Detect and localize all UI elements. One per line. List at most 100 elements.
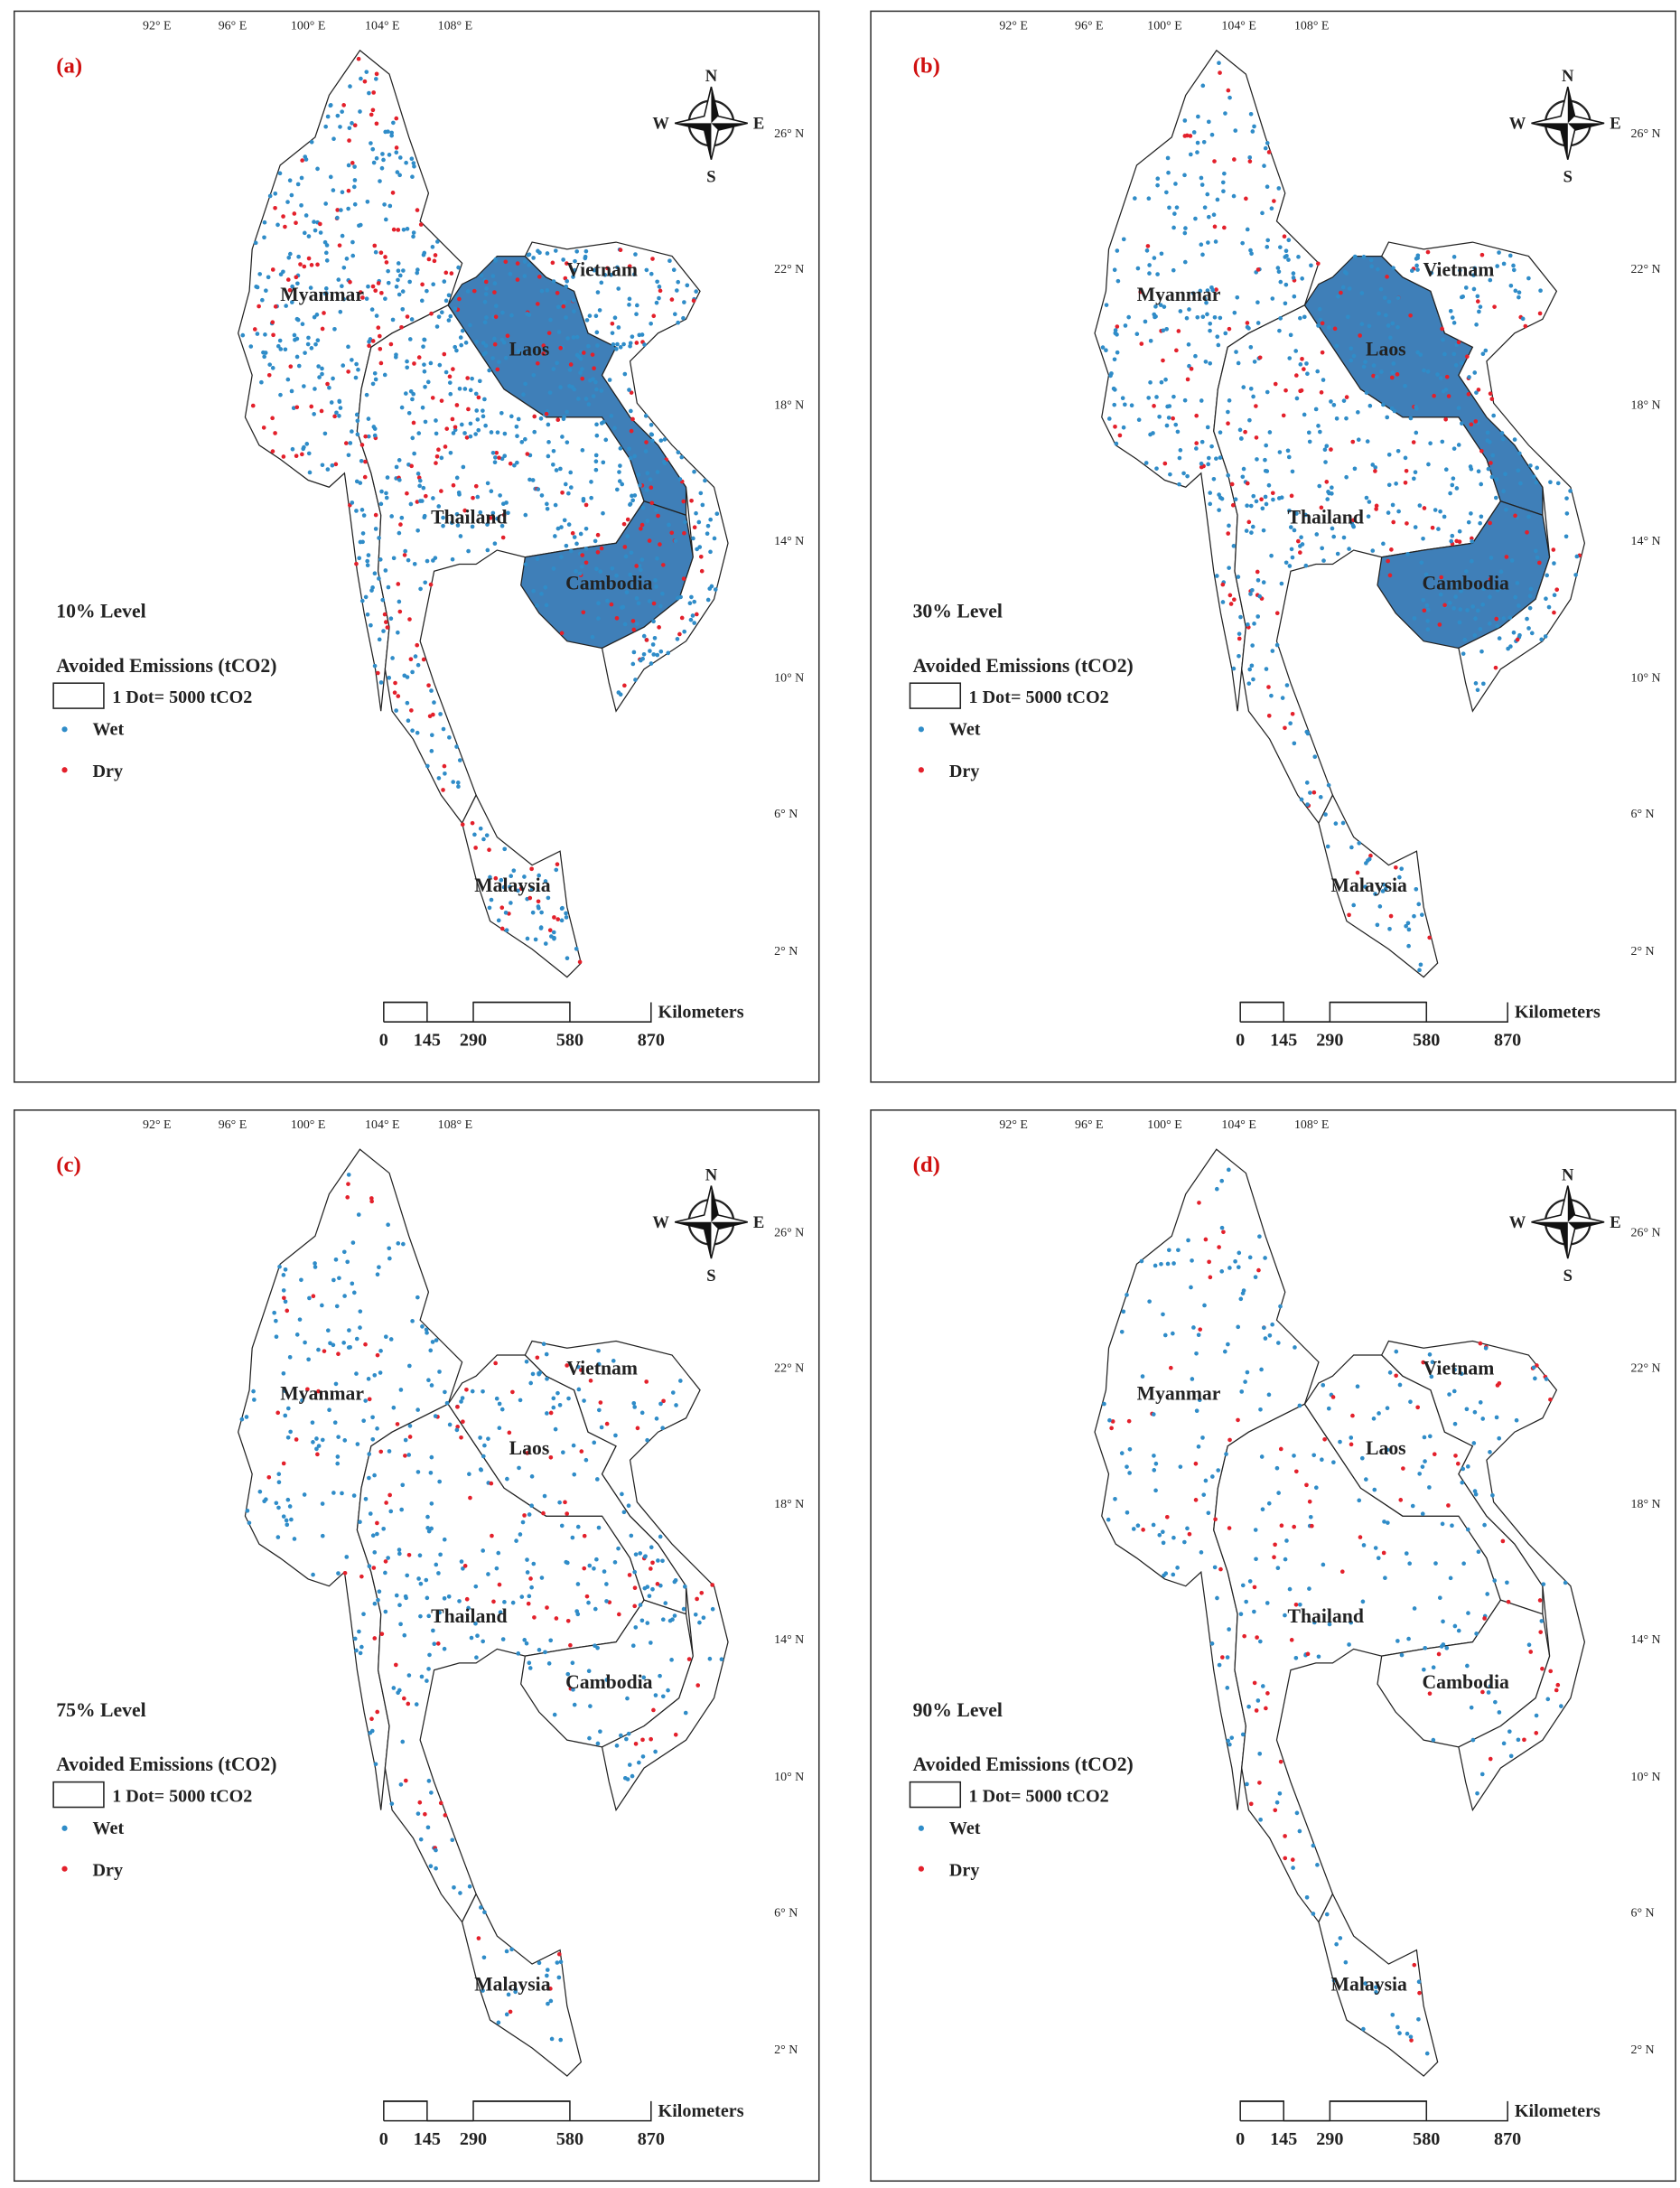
emission-dot <box>1272 1555 1276 1560</box>
emission-dot <box>1417 968 1422 973</box>
emission-dot <box>380 152 385 156</box>
emission-dot <box>1368 257 1374 263</box>
emission-dot <box>425 1514 430 1519</box>
emission-dot <box>341 265 347 270</box>
emission-dot <box>1316 261 1321 266</box>
emission-dot <box>1377 311 1381 316</box>
emission-dot <box>1447 601 1452 605</box>
emission-dot <box>1455 1461 1461 1466</box>
emission-dot <box>361 1612 366 1616</box>
emission-dot <box>266 275 271 280</box>
emission-dot <box>365 563 370 568</box>
emission-dot <box>1139 1258 1144 1264</box>
emission-dot <box>441 788 445 792</box>
emission-dot <box>656 1558 660 1563</box>
emission-dot <box>473 1584 479 1589</box>
emission-dot <box>579 1368 583 1372</box>
emission-dot <box>1335 551 1340 556</box>
emission-dot <box>569 485 574 490</box>
scale-label: 0 <box>1236 1031 1245 1051</box>
emission-dot <box>394 145 399 150</box>
emission-dot <box>417 483 422 489</box>
emission-dot <box>618 463 622 468</box>
emission-dot <box>1363 1981 1368 1986</box>
emission-dot <box>287 1504 293 1509</box>
emission-dot <box>1456 406 1461 411</box>
emission-dot <box>1504 507 1508 512</box>
emission-dot <box>1188 134 1193 138</box>
emission-dot <box>1440 1521 1445 1527</box>
emission-dot <box>1368 853 1373 858</box>
latitude-label: 2° N <box>774 945 798 958</box>
emission-dot <box>441 515 445 520</box>
emission-dot <box>1148 338 1153 343</box>
emission-dot <box>1299 797 1304 802</box>
emission-dot <box>365 558 370 564</box>
emission-dot <box>1110 1419 1115 1424</box>
emission-dot <box>325 467 331 472</box>
emission-dot <box>425 1595 430 1601</box>
emission-dot <box>448 450 453 455</box>
emission-dot <box>640 1737 645 1743</box>
emission-dot <box>451 482 456 488</box>
emission-dot <box>1395 2024 1400 2030</box>
emission-dot <box>386 280 391 285</box>
emission-dot <box>338 125 342 129</box>
emission-dot <box>633 678 638 682</box>
emission-dot <box>1428 441 1433 446</box>
emission-dot <box>320 366 324 371</box>
emission-dot <box>536 487 541 491</box>
emission-dot <box>317 375 322 379</box>
emission-dot <box>1373 892 1377 896</box>
emission-dot <box>1479 448 1484 453</box>
emission-dot <box>397 478 402 482</box>
emission-dot <box>1167 205 1171 210</box>
emission-dot <box>1479 1772 1485 1777</box>
emission-dot <box>468 434 473 439</box>
emission-dot <box>247 1520 252 1526</box>
emission-dot <box>346 1182 350 1186</box>
emission-dot <box>1408 1399 1413 1405</box>
emission-dot <box>481 341 486 345</box>
emission-dot <box>563 1500 567 1505</box>
emission-dot <box>408 388 414 394</box>
emission-dot <box>602 273 608 277</box>
emission-dot <box>1513 513 1517 519</box>
emission-dot <box>1248 592 1253 596</box>
emission-dot <box>1199 242 1204 248</box>
emission-dot <box>1259 1367 1264 1372</box>
emission-dot <box>375 1709 380 1715</box>
latitude-label: 6° N <box>774 1906 798 1920</box>
emission-dot <box>1238 1296 1244 1302</box>
emission-dot <box>1414 886 1419 892</box>
emission-dot <box>1397 1382 1403 1388</box>
emission-dot <box>293 337 297 342</box>
emission-dot <box>1450 1523 1454 1529</box>
emission-dot <box>1472 266 1478 271</box>
emission-dot <box>605 598 610 603</box>
emission-dot <box>419 499 425 503</box>
emission-dot <box>411 230 416 235</box>
emission-dot <box>514 1538 518 1543</box>
emission-dot <box>397 1603 402 1608</box>
emission-dot <box>1307 439 1312 444</box>
emission-dot <box>376 281 381 285</box>
emission-dot <box>352 164 357 169</box>
emission-dot <box>1215 197 1220 202</box>
emission-dot <box>290 446 295 452</box>
emission-dot <box>1478 1400 1483 1405</box>
emission-dot <box>650 438 655 444</box>
emission-dot <box>1396 509 1401 514</box>
emission-dot <box>1115 324 1120 329</box>
emission-dot <box>1520 316 1526 322</box>
emission-dot <box>1501 616 1507 621</box>
emission-dot <box>609 414 614 418</box>
emission-dot <box>465 289 471 294</box>
emission-dot <box>387 675 392 680</box>
emission-dot <box>283 1267 288 1272</box>
emission-dot <box>1482 1616 1487 1621</box>
emission-dot <box>1175 429 1181 435</box>
emission-dot <box>473 432 478 436</box>
emission-dot <box>554 867 559 873</box>
emission-dot <box>1381 541 1386 547</box>
